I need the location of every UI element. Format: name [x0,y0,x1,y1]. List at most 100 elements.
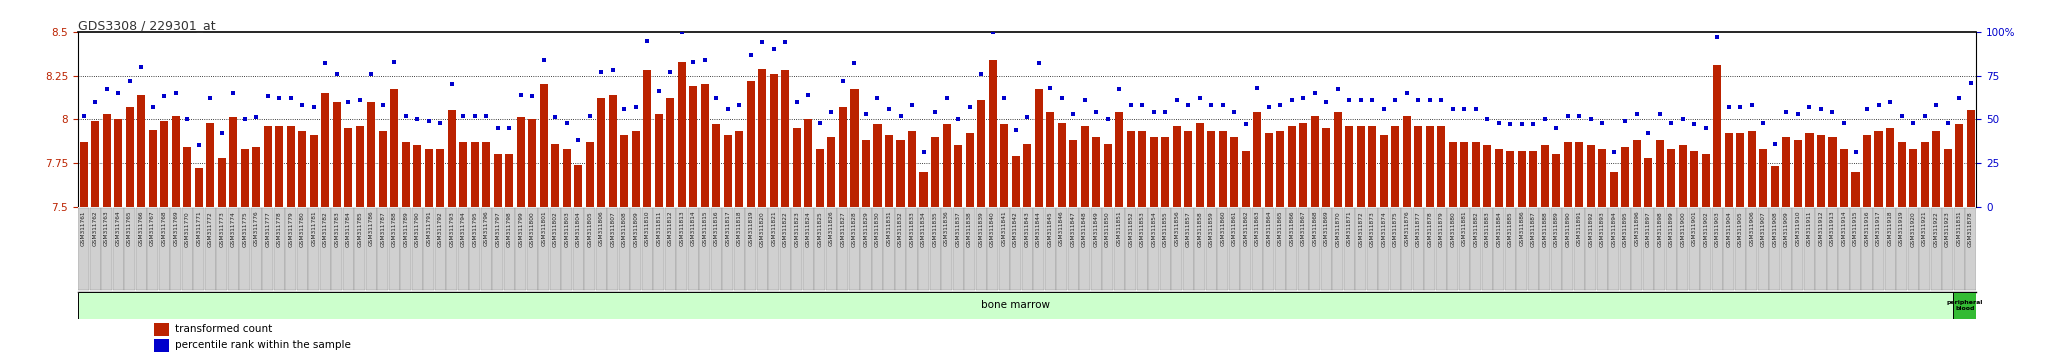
Point [1944,95,1976,101]
Bar [1931,131,1939,206]
Text: GSM311913: GSM311913 [1831,211,1835,246]
Bar [1174,126,1182,206]
Bar [621,135,629,206]
Bar [299,131,307,206]
Point [1343,97,1376,103]
Text: GSM311809: GSM311809 [633,211,639,246]
Bar [1288,126,1296,206]
Point [504,92,537,98]
Point [113,78,145,84]
Point [1724,104,1757,110]
Point [895,102,928,108]
Point [1677,121,1710,127]
Bar [506,154,514,206]
Point [1712,104,1745,110]
Bar [1438,126,1446,206]
Text: GSM311923: GSM311923 [1946,211,1950,246]
Text: GSM311884: GSM311884 [1497,211,1501,246]
Text: GSM311897: GSM311897 [1647,211,1651,246]
Bar [158,208,170,290]
Bar [1343,208,1356,290]
Point [1149,109,1182,115]
Bar [332,102,340,206]
Bar [770,74,778,206]
Bar [563,149,571,206]
Text: GSM311906: GSM311906 [1749,211,1755,246]
Bar [827,137,836,206]
Point [1126,102,1159,108]
Point [1931,120,1964,126]
Text: GSM311882: GSM311882 [1473,211,1479,246]
Bar [860,208,872,290]
Bar [262,208,272,290]
Text: GSM311762: GSM311762 [92,211,98,246]
Text: GSM311881: GSM311881 [1462,211,1466,246]
Point [1311,99,1343,104]
Bar [596,208,606,290]
Point [1044,95,1077,101]
Bar [1368,126,1376,206]
Bar [1608,208,1620,290]
Bar [745,208,756,290]
Text: GSM311818: GSM311818 [737,211,741,246]
Bar [1460,142,1468,206]
Bar [1206,208,1217,290]
Point [1206,102,1239,108]
Bar [608,208,618,290]
Bar [1792,208,1804,290]
Text: GSM311907: GSM311907 [1761,211,1765,246]
Point [688,57,721,63]
Bar [150,130,156,206]
Bar [135,208,147,290]
Bar [1540,145,1548,206]
Bar [344,128,352,206]
Point [815,109,848,115]
Text: GSM311899: GSM311899 [1669,211,1673,246]
Point [965,71,997,76]
Text: GSM311857: GSM311857 [1186,211,1190,246]
Point [137,104,170,110]
Bar [1470,208,1481,290]
Text: GDS3308 / 229301_at: GDS3308 / 229301_at [78,19,215,32]
Point [1391,90,1423,96]
Bar [561,208,571,290]
Point [528,57,561,63]
Text: GSM311770: GSM311770 [184,211,190,246]
Point [1470,116,1503,122]
Bar [549,208,561,290]
Point [147,94,180,99]
Point [860,95,893,101]
Point [850,111,883,117]
Bar [1530,150,1538,206]
Point [999,127,1032,132]
Text: GSM311785: GSM311785 [356,211,362,246]
Bar [1298,123,1307,206]
Bar [1597,149,1606,206]
Point [1102,87,1135,92]
Bar [449,110,457,206]
Point [920,109,952,115]
Text: GSM311788: GSM311788 [391,211,397,246]
Bar [1747,131,1755,206]
Text: GSM311851: GSM311851 [1116,211,1122,246]
Bar [1012,156,1020,206]
Point [1575,116,1608,122]
Text: GSM311801: GSM311801 [541,211,547,246]
Text: GSM311843: GSM311843 [1024,211,1030,246]
Text: GSM311794: GSM311794 [461,211,465,246]
Bar [1067,208,1079,290]
Text: GSM311864: GSM311864 [1266,211,1272,246]
Point [1264,102,1296,108]
Bar [1092,137,1100,206]
Bar [793,128,801,206]
Point [586,69,618,75]
Point [182,143,215,148]
Bar [424,149,432,206]
Point [793,92,825,98]
Bar [1714,65,1722,206]
Text: GSM311871: GSM311871 [1348,211,1352,246]
Bar [655,114,664,206]
Bar [1104,144,1112,206]
Text: GSM311811: GSM311811 [655,211,662,246]
Bar [932,137,940,206]
